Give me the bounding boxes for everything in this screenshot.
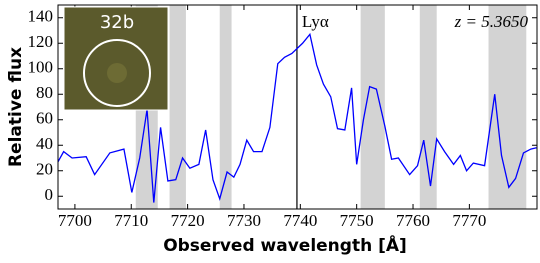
y-tick-label: 0 [45,185,54,204]
inset-aperture [83,39,151,107]
annotation: z = 5.3650 [454,12,529,31]
x-tick-label: 7770 [452,211,486,230]
y-tick-label: 80 [36,83,53,102]
x-tick-label: 7730 [227,211,261,230]
x-tick-label: 7720 [171,211,205,230]
y-axis-label: Relative flux [6,47,26,167]
y-tick-label: 120 [28,32,54,51]
shaded-region [219,5,232,209]
shaded-region [419,5,437,209]
x-tick-label: 7710 [114,211,148,230]
x-axis-label: Observed wavelength [Å] [163,233,407,256]
shaded-region [488,5,527,209]
y-tick-label: 60 [36,109,53,128]
shaded-region [169,5,186,209]
x-tick-label: 7760 [396,211,430,230]
y-tick-label: 100 [28,58,54,77]
inset: 32b [63,6,169,111]
data-line [57,32,537,203]
inset-image [63,6,169,111]
reference-label: Lyα [302,12,329,31]
inset-label: 32b [100,12,134,33]
x-tick-label: 7750 [340,211,374,230]
inset-glow [107,63,127,83]
x-tick-label: 7740 [283,211,317,230]
y-tick-label: 20 [36,160,53,179]
y-tick-label: 40 [36,134,53,153]
y-tick-label: 140 [28,7,54,26]
shaded-region [360,5,385,209]
x-tick-label: 7700 [58,211,92,230]
plot-frame [57,4,538,210]
